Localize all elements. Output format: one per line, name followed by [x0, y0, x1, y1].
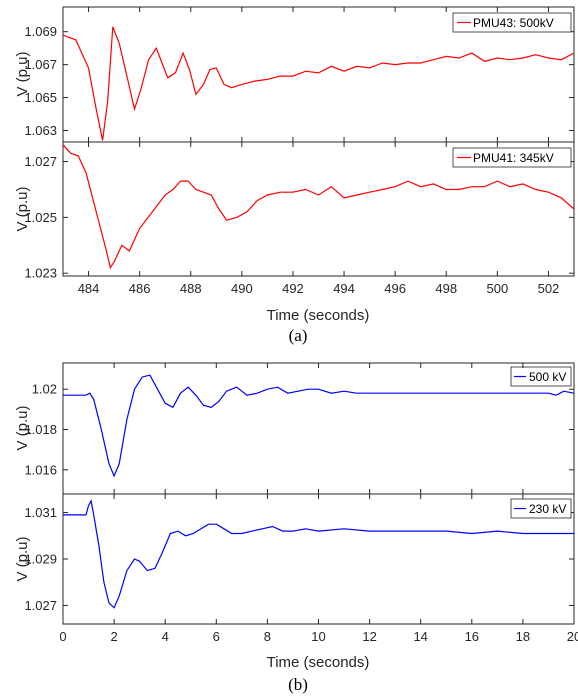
y-tick-label: 1.065 — [24, 90, 57, 105]
y-tick-label: 1.031 — [24, 505, 57, 520]
panel-label-b: (b) — [288, 675, 308, 694]
x-tick-label: 8 — [264, 629, 271, 644]
x-tick-label: 484 — [78, 281, 100, 296]
y-tick-label: 1.018 — [24, 422, 57, 437]
legend-a-bottom: PMU41: 345kV — [452, 147, 572, 168]
x-tick-label: 20 — [567, 629, 578, 644]
y-axis-label: V (p.u) — [14, 536, 31, 581]
legend-entry: 230 kV — [529, 502, 566, 516]
x-tick-label: 2 — [110, 629, 117, 644]
series-line-230kv — [63, 499, 574, 609]
legend-entry: 500 kV — [529, 370, 566, 384]
y-tick-label: 1.067 — [24, 57, 57, 72]
x-tick-label: 10 — [311, 629, 325, 644]
x-tick-label: 14 — [413, 629, 427, 644]
series-line-pmu43 — [62, 26, 575, 141]
x-tick-label: 4 — [162, 629, 169, 644]
x-tick-label: 494 — [333, 281, 355, 296]
series-line-pmu41 — [62, 144, 575, 270]
y-tick-label: 1.023 — [24, 266, 57, 281]
y-tick-label: 1.029 — [24, 552, 57, 567]
x-tick-label: 488 — [180, 281, 202, 296]
x-tick-label: 490 — [231, 281, 253, 296]
y-axis-label: V (p.u) — [14, 186, 31, 231]
legend-a-top: PMU43: 500kV — [452, 12, 572, 33]
x-tick-label: 496 — [384, 281, 406, 296]
y-tick-label: 1.02 — [32, 382, 57, 397]
x-tick-label: 486 — [129, 281, 151, 296]
plot-b-bottom: 1.031 1.029 1.027 230 kV V (p.u) 0 2 4 6 8 10 12… — [14, 363, 578, 694]
legend-entry: PMU41: 345kV — [473, 151, 554, 165]
y-tick-label: 1.025 — [24, 210, 57, 225]
x-tick-label: 502 — [538, 281, 560, 296]
y-axis-label: V (p.u) — [14, 51, 31, 96]
legend-b-top: 500 kV — [510, 366, 572, 387]
legend-b-bottom: 230 kV — [510, 498, 572, 519]
plot-a-top: 1.069 1.067 1.065 1.063 PMU43: 500kV V (p.u… — [14, 6, 575, 143]
plot-b-top: 1.02 1.018 1.016 500 kV V (p.u) — [14, 362, 575, 495]
y-tick-label: 1.069 — [24, 24, 57, 39]
x-tick-label: 498 — [435, 281, 457, 296]
x-tick-label: 6 — [213, 629, 220, 644]
legend-entry: PMU43: 500kV — [473, 16, 554, 30]
y-tick-label: 1.016 — [24, 462, 57, 477]
x-tick-label: 0 — [59, 629, 66, 644]
x-tick-label: 16 — [465, 629, 479, 644]
x-tick-label: 492 — [282, 281, 304, 296]
y-tick-label: 1.027 — [24, 598, 57, 613]
plot-a-bottom: 1.027 1.025 1.023 PMU41: 345kV V (p.u) 484… — [14, 7, 575, 345]
panel-label-a: (a) — [289, 326, 308, 345]
y-axis-label: V (p.u) — [14, 405, 31, 450]
y-tick-label: 1.063 — [24, 123, 57, 138]
x-tick-label: 18 — [516, 629, 530, 644]
x-tick-label: 12 — [362, 629, 376, 644]
series-line-500kv — [63, 374, 575, 478]
x-tick-label: 500 — [486, 281, 508, 296]
y-tick-label: 1.027 — [24, 154, 57, 169]
x-axis-label: Time (seconds) — [267, 654, 370, 671]
x-axis-label: Time (seconds) — [267, 307, 370, 324]
